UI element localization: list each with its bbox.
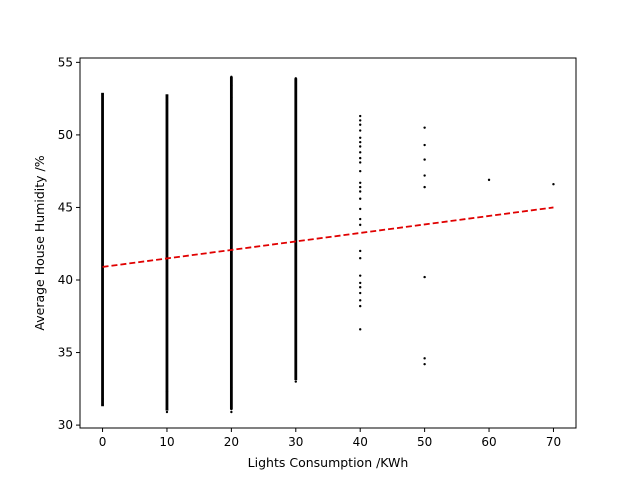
data-point	[101, 397, 104, 401]
data-point	[359, 304, 362, 308]
data-point	[101, 93, 104, 96]
data-point	[359, 274, 362, 277]
trendline-layer	[102, 206, 554, 268]
data-point	[423, 158, 426, 161]
x-axis: 0 10 20 30 40 50 60 70	[99, 428, 561, 449]
data-point	[165, 94, 169, 97]
data-point	[294, 106, 297, 109]
data-point	[294, 354, 297, 357]
x-axis-label: Lights Consumption /KWh	[248, 455, 409, 470]
x-tick-label: 60	[481, 435, 496, 449]
y-tick-label: 45	[58, 200, 73, 214]
data-point	[423, 126, 426, 129]
data-point	[359, 123, 362, 126]
x-tick-label: 20	[224, 435, 239, 449]
data-point	[423, 357, 426, 360]
data-point	[230, 84, 233, 87]
x-tick-label: 40	[353, 435, 368, 449]
data-point	[165, 407, 169, 411]
data-point	[359, 151, 362, 154]
data-point	[359, 114, 362, 118]
plot-frame	[79, 57, 577, 429]
data-point	[359, 190, 362, 193]
data-points-layer	[101, 75, 555, 414]
x-tick-label: 30	[288, 435, 303, 449]
data-point	[423, 143, 426, 147]
data-point	[359, 145, 362, 148]
data-point	[230, 87, 233, 90]
data-point	[230, 410, 233, 414]
point-column	[294, 77, 298, 383]
data-point	[423, 185, 426, 189]
data-point	[359, 207, 362, 211]
data-point	[359, 140, 362, 144]
data-point	[230, 386, 233, 389]
data-point	[165, 101, 169, 105]
data-point	[230, 407, 233, 411]
x-tick-label: 70	[546, 435, 561, 449]
data-point	[294, 94, 297, 97]
data-point	[165, 390, 169, 393]
data-point	[294, 377, 297, 380]
point-column	[101, 92, 104, 407]
data-point	[359, 291, 362, 295]
data-point	[230, 95, 233, 99]
data-point	[552, 183, 555, 186]
y-axis-label: Average House Humidity /%	[32, 155, 47, 330]
data-point	[294, 77, 297, 80]
data-point	[423, 362, 426, 366]
data-point	[230, 75, 233, 79]
point-column	[165, 94, 169, 414]
data-point	[359, 119, 362, 122]
point-column	[229, 75, 233, 414]
y-tick-label: 50	[58, 128, 73, 142]
trend-line	[102, 206, 554, 268]
data-point	[359, 169, 362, 173]
data-point	[359, 197, 362, 200]
data-point	[359, 281, 362, 285]
data-point	[359, 185, 362, 189]
point-cluster	[294, 78, 298, 381]
data-point	[359, 161, 362, 164]
data-point	[359, 156, 362, 160]
data-point	[359, 136, 362, 140]
data-point	[423, 275, 426, 279]
data-point	[359, 328, 362, 331]
data-point	[294, 380, 297, 383]
data-point	[165, 410, 169, 414]
point-cluster	[229, 76, 233, 410]
data-point	[359, 217, 362, 221]
data-point	[359, 129, 362, 132]
data-point	[487, 178, 491, 182]
data-point	[423, 174, 426, 177]
y-tick-label: 40	[58, 273, 73, 287]
x-tick-label: 0	[99, 435, 107, 449]
data-point	[359, 257, 362, 260]
point-cluster	[101, 92, 104, 407]
y-tick-label: 55	[58, 55, 73, 69]
y-axis: 30 35 40 45 50 55	[58, 55, 80, 432]
x-tick-label: 50	[417, 435, 432, 449]
y-tick-label: 35	[58, 346, 73, 360]
y-tick-label: 30	[58, 418, 73, 432]
data-point	[359, 286, 362, 289]
data-point	[359, 223, 362, 227]
data-point	[101, 403, 104, 406]
data-point	[359, 249, 362, 253]
x-tick-label: 10	[159, 435, 174, 449]
data-point	[359, 181, 362, 184]
point-cluster	[165, 94, 169, 411]
data-point	[359, 299, 362, 302]
